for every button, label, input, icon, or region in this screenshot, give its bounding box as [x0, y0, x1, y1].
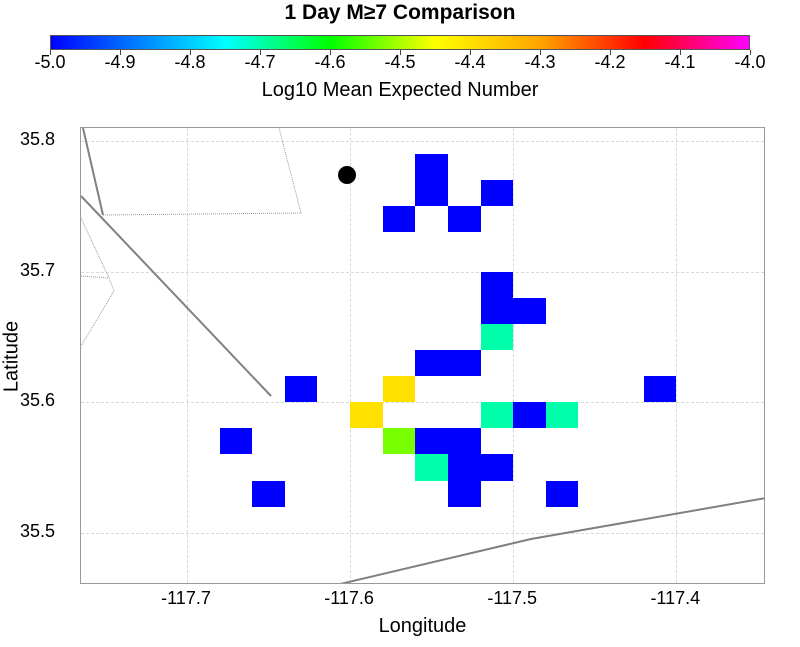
colorbar-tick: [540, 50, 541, 55]
grid-line-vertical: [676, 128, 678, 583]
heatmap-cell: [350, 402, 383, 429]
y-tick-label: 35.5: [20, 520, 56, 541]
y-tick-label: 35.6: [20, 390, 56, 411]
heatmap-cell: [382, 376, 416, 403]
heatmap-cell: [382, 428, 416, 455]
colorbar-tick: [50, 50, 51, 55]
heatmap-cell: [447, 428, 481, 455]
colorbar-tick-label: -4.8: [174, 52, 206, 72]
heatmap-cell: [382, 206, 416, 233]
boundary-line-3: [81, 217, 110, 279]
colorbar-tick-label: -5.0: [34, 52, 66, 72]
boundary-line-1: [102, 128, 302, 216]
heatmap-cell: [480, 402, 514, 429]
heatmap-cell: [447, 206, 481, 233]
colorbar-tick: [190, 50, 191, 55]
heatmap-cell: [480, 271, 514, 298]
colorbar-tick: [330, 50, 331, 55]
heatmap-cell: [284, 376, 318, 403]
heatmap-cell: [219, 428, 253, 455]
colorbar-tick: [750, 50, 751, 55]
y-tick-label: 35.7: [20, 259, 56, 280]
heatmap-cell: [447, 454, 481, 481]
grid-line-horizontal: [81, 141, 764, 143]
heatmap-cell: [415, 180, 448, 207]
grid-line-vertical: [513, 128, 515, 583]
colorbar-tick: [470, 50, 471, 55]
x-tick-label: -117.4: [650, 588, 701, 608]
chart-title: 1 Day M≥7 Comparison: [284, 1, 516, 24]
colorbar-tick: [610, 50, 611, 55]
colorbar-tick-label: -4.9: [104, 52, 136, 72]
colorbar-tick-label: -4.7: [244, 52, 276, 72]
x-tick-label: -117.7: [161, 588, 211, 608]
colorbar-tick: [120, 50, 121, 55]
heatmap-cell: [480, 323, 514, 350]
boundary-line-2: [81, 275, 115, 347]
heatmap-cell: [480, 180, 514, 207]
heatmap-cell: [415, 154, 448, 181]
grid-line-horizontal: [81, 271, 764, 273]
colorbar-tick-label: -4.6: [314, 52, 346, 72]
colorbar-tick: [680, 50, 681, 55]
heatmap-cell: [480, 297, 514, 324]
heatmap-cell: [545, 480, 579, 507]
colorbar-tick-label: -4.5: [384, 52, 416, 72]
epicenter-marker: [338, 166, 356, 184]
heatmap-cell: [447, 480, 481, 507]
heatmap-cell: [643, 376, 677, 403]
grid-line-vertical: [187, 128, 188, 583]
colorbar-tick-label: -4.0: [734, 52, 766, 72]
colorbar-tick-label: -4.2: [594, 52, 626, 72]
colorbar-tick-label: -4.1: [664, 52, 696, 72]
fault-line-1: [82, 128, 104, 216]
heatmap-cell: [447, 349, 481, 377]
heatmap-cell: [415, 349, 448, 377]
colorbar-tick: [260, 50, 261, 55]
heatmap-cell: [513, 402, 546, 429]
x-axis-title: Longitude: [378, 615, 467, 637]
heatmap-cell: [545, 402, 579, 429]
colorbar-tick-label: -4.3: [524, 52, 556, 72]
colorbar-tick-label: -4.4: [454, 52, 486, 72]
colorbar: [50, 35, 750, 50]
heatmap-cell: [415, 454, 448, 481]
y-tick-label: 35.8: [20, 129, 56, 150]
grid-line-horizontal: [81, 402, 764, 404]
grid-line-horizontal: [81, 532, 764, 534]
grid-line-vertical: [350, 128, 352, 583]
y-axis-title: Latitude: [0, 320, 23, 393]
x-tick-label: -117.6: [324, 588, 374, 608]
heatmap-cell: [415, 428, 448, 455]
heatmap-cell: [252, 480, 285, 507]
heatmap-cell: [513, 297, 546, 324]
fault-line-2: [81, 195, 272, 397]
heatmap-cell: [480, 454, 514, 481]
fault-line-3: [340, 497, 764, 583]
map-plot-area: [80, 127, 765, 584]
fault-lines: [81, 128, 764, 583]
x-tick-label: -117.5: [487, 588, 538, 608]
colorbar-tick: [400, 50, 401, 55]
colorbar-title: Log10 Mean Expected Number: [261, 79, 539, 101]
